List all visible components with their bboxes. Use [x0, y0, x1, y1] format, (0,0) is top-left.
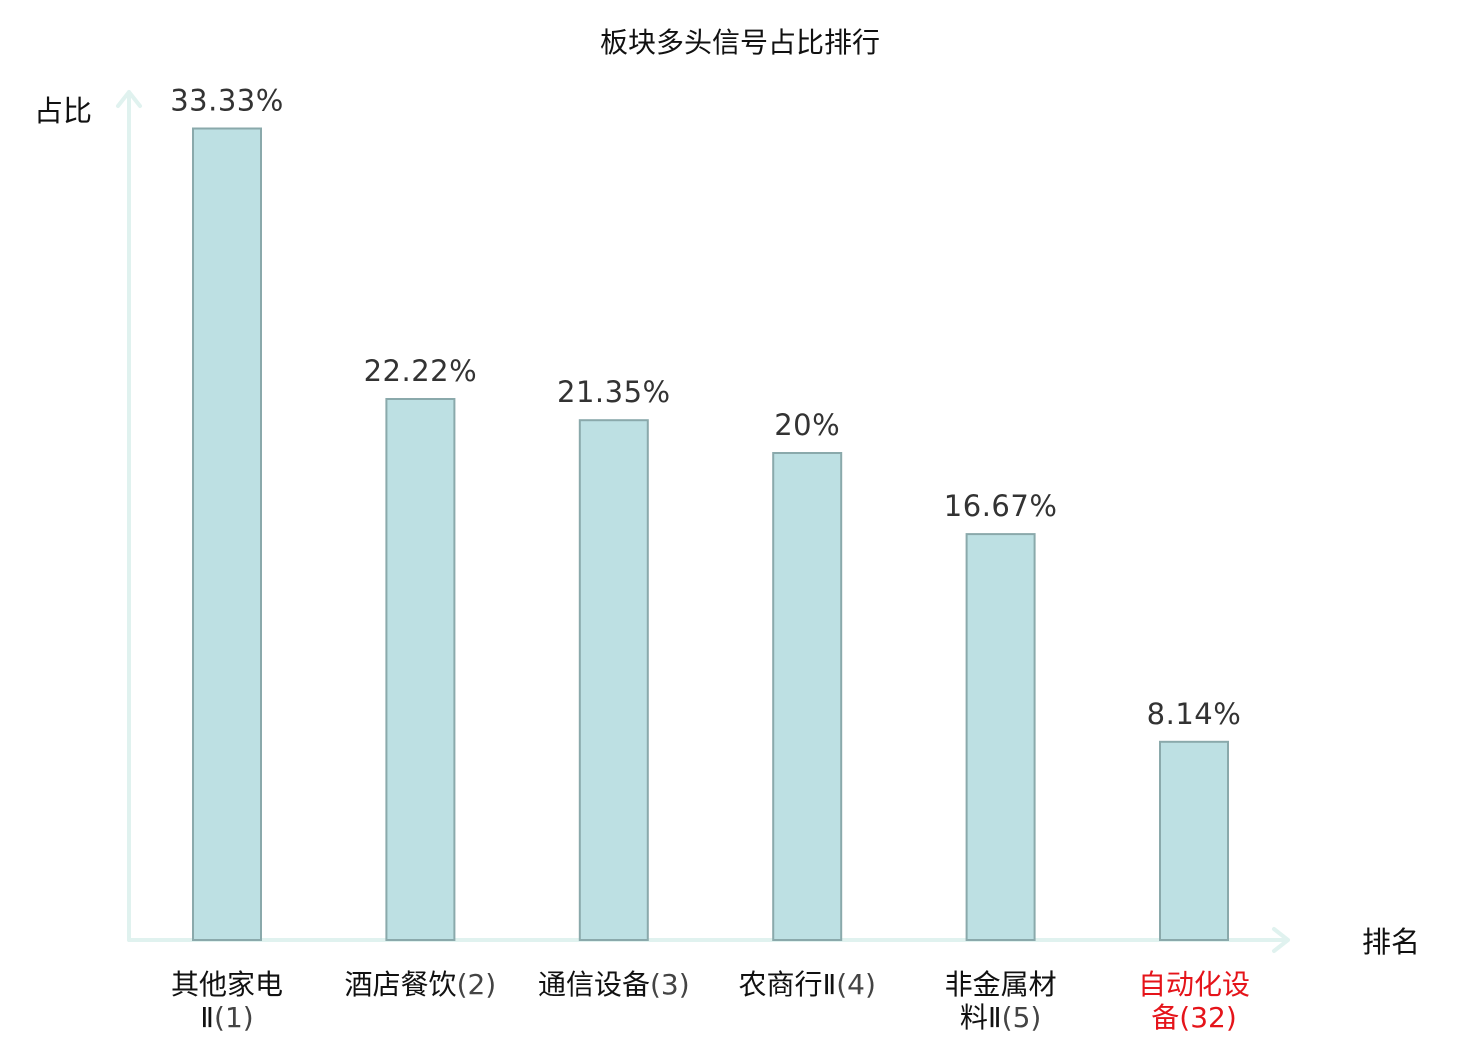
- bar-4: [772, 452, 843, 941]
- category-label-line: 非金属材: [945, 968, 1057, 1001]
- x-axis-line: [127, 927, 1290, 953]
- category-label-4: 农商行Ⅱ(4): [738, 968, 875, 1001]
- bar-1: [192, 127, 262, 941]
- x-axis-label: 排名: [1362, 925, 1420, 959]
- category-label-line: 酒店餐饮(2): [345, 968, 497, 1001]
- category-label-3: 通信设备(3): [538, 968, 690, 1001]
- bars-group: [192, 127, 1229, 941]
- category-rank: (32): [1179, 1001, 1236, 1034]
- category-label-line: 农商行Ⅱ(4): [738, 968, 875, 1001]
- value-labels-group: 33.33% 22.22% 21.35% 20% 16.67% 8.14%: [170, 84, 1241, 731]
- y-axis-line: [116, 90, 142, 942]
- category-label-2: 酒店餐饮(2): [345, 968, 497, 1001]
- category-label-line: 料Ⅱ(5): [960, 1001, 1041, 1034]
- category-label-6: 自动化设备(32): [1138, 968, 1250, 1034]
- bar-6: [1159, 740, 1229, 941]
- bar-5: [965, 533, 1036, 941]
- category-rank: (2): [457, 968, 497, 1001]
- category-rank: (3): [650, 968, 690, 1001]
- bar-2: [385, 398, 456, 941]
- category-rank: (1): [214, 1001, 254, 1034]
- category-rank: (5): [1002, 1001, 1042, 1034]
- category-label-line: 其他家电: [171, 968, 283, 1001]
- value-label-5: 16.67%: [944, 489, 1058, 523]
- category-label-line: 自动化设: [1138, 968, 1250, 1001]
- y-axis-label: 占比: [34, 94, 92, 128]
- category-label-line: 通信设备(3): [538, 968, 690, 1001]
- value-label-4: 20%: [774, 408, 840, 442]
- category-label-line: 备(32): [1151, 1001, 1237, 1034]
- category-label-line: Ⅱ(1): [200, 1001, 253, 1034]
- category-labels-group: 其他家电 Ⅱ(1) 酒店餐饮(2) 通信设备(3) 农商行Ⅱ(4) 非金属材料Ⅱ(5) 自动…: [171, 968, 1250, 1034]
- category-label-5: 非金属材料Ⅱ(5): [945, 968, 1057, 1034]
- value-label-1: 33.33%: [170, 84, 284, 118]
- category-label-1: 其他家电 Ⅱ(1): [171, 968, 283, 1034]
- bar-3: [578, 419, 649, 941]
- category-rank: (4): [836, 968, 876, 1001]
- value-label-3: 21.35%: [557, 375, 671, 409]
- value-label-6: 8.14%: [1147, 697, 1242, 731]
- value-label-2: 22.22%: [364, 354, 478, 388]
- chart-title: 板块多头信号占比排行: [600, 26, 880, 59]
